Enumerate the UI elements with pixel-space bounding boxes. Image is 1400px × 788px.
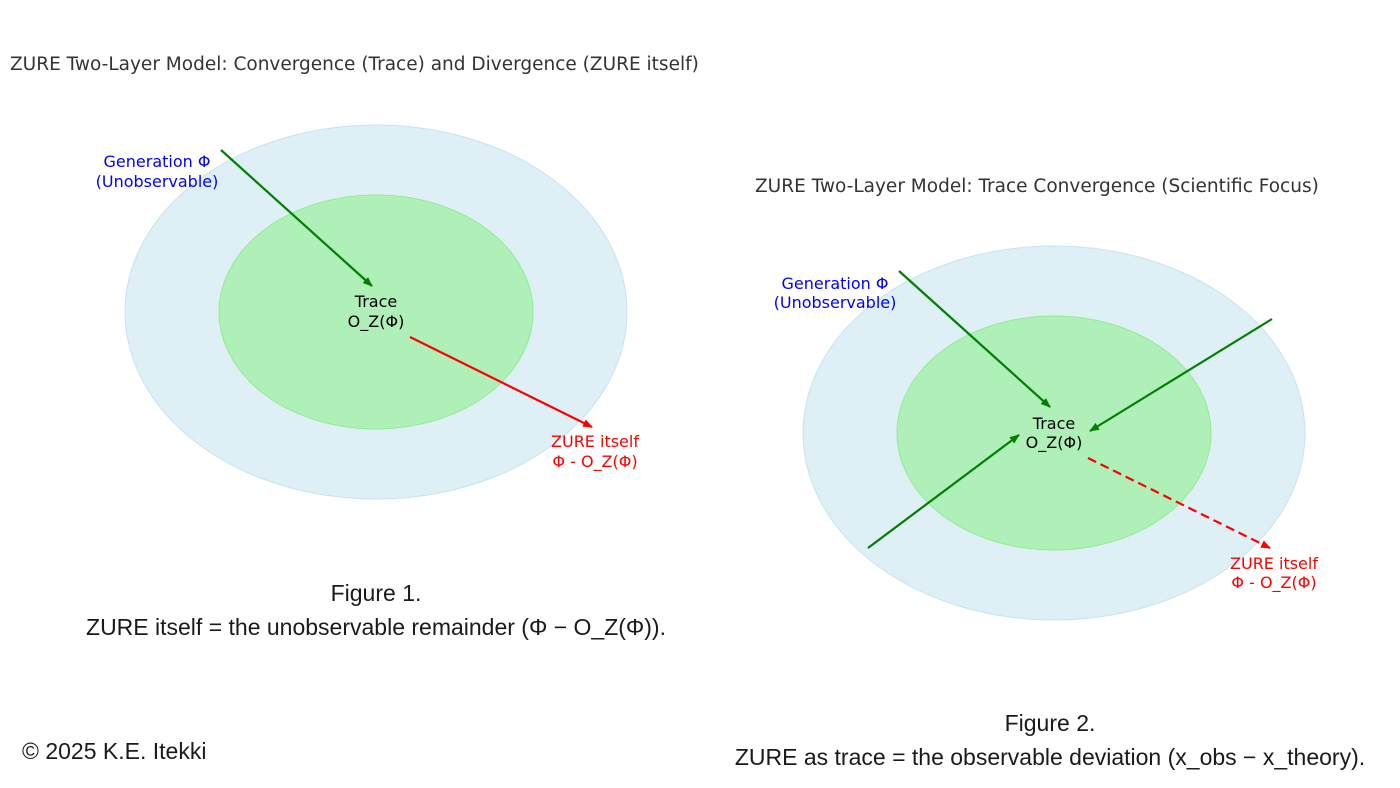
trace-label: Trace [1032,414,1075,433]
trace-formula: O_Z(Φ) [1026,433,1083,453]
generation-sublabel: (Unobservable) [96,172,219,191]
figure-1-caption-text: ZURE itself = the unobservable remainder… [86,614,666,640]
convergence-arrow [220,149,373,287]
figure-2: ZURE Two-Layer Model: Trace Convergence … [755,176,1319,621]
copyright-notice: © 2025 K.E. Itekki [22,738,207,764]
zure-itself-label: ZURE itself [1230,554,1318,573]
convergence-arrow-lower-left [867,434,1020,549]
divergence-arrow-dashed [1087,457,1271,549]
figure-1-caption-label: Figure 1. [330,580,422,606]
inner-layer-ellipse [896,315,1212,551]
convergence-arrow-upper-right [1089,318,1273,432]
figure-2-caption: Figure 2. ZURE as trace = the observable… [700,706,1400,774]
figure-1-caption: Figure 1. ZURE itself = the unobservable… [0,576,752,644]
figure-1: ZURE Two-Layer Model: Convergence (Trace… [10,54,699,500]
zure-itself-formula: Φ - O_Z(Φ) [552,452,637,472]
generation-sublabel: (Unobservable) [774,293,897,312]
convergence-arrow-upper-left [898,270,1051,408]
figure-2-title: ZURE Two-Layer Model: Trace Convergence … [755,176,1319,197]
zure-itself-formula: Φ - O_Z(Φ) [1231,573,1316,593]
figure-1-title: ZURE Two-Layer Model: Convergence (Trace… [10,54,699,75]
trace-formula: O_Z(Φ) [348,312,405,332]
divergence-arrow [409,336,593,428]
figure-2-caption-label: Figure 2. [1004,710,1096,736]
trace-label: Trace [354,292,397,311]
inner-layer-ellipse [218,194,534,430]
generation-label: Generation Φ [104,152,211,171]
zure-itself-label: ZURE itself [551,432,639,451]
generation-label: Generation Φ [782,274,889,293]
figure-2-caption-text: ZURE as trace = the observable deviation… [734,744,1366,770]
